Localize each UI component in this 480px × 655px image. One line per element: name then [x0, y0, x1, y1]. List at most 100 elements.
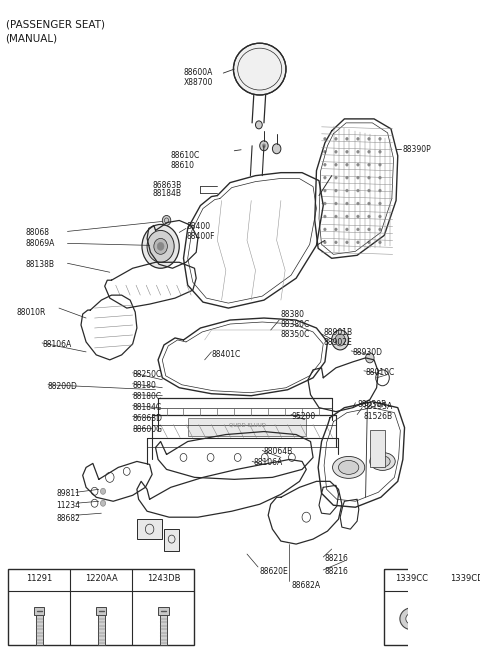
Circle shape [357, 150, 359, 153]
Text: 88069A: 88069A [25, 239, 54, 248]
Text: 88901B: 88901B [323, 328, 352, 337]
Circle shape [335, 241, 337, 244]
Text: 89811: 89811 [57, 489, 80, 498]
Circle shape [346, 228, 348, 231]
Circle shape [324, 241, 326, 244]
Text: 95200: 95200 [291, 411, 315, 421]
Text: 88064B: 88064B [264, 447, 293, 457]
Bar [164, 529, 179, 551]
Circle shape [346, 202, 348, 205]
Circle shape [379, 202, 381, 205]
Circle shape [346, 176, 348, 179]
Circle shape [366, 353, 374, 363]
Text: 88184C: 88184C [132, 403, 162, 412]
Text: 88250C: 88250C [132, 370, 162, 379]
Ellipse shape [233, 43, 286, 95]
Circle shape [324, 228, 326, 231]
Bar [8, 569, 194, 645]
Text: 88180: 88180 [132, 381, 156, 390]
Circle shape [332, 330, 348, 350]
Circle shape [368, 215, 370, 218]
Circle shape [368, 228, 370, 231]
Text: 88610: 88610 [171, 160, 195, 170]
Ellipse shape [370, 453, 395, 470]
Text: (MANUAL): (MANUAL) [6, 33, 58, 43]
Text: 88380: 88380 [281, 310, 305, 319]
Bar [370, 430, 385, 468]
Text: 86863B: 86863B [152, 181, 181, 190]
Ellipse shape [409, 616, 414, 621]
Text: X88700: X88700 [183, 78, 213, 87]
Bar [188, 418, 306, 436]
Circle shape [357, 215, 359, 218]
Text: 88610C: 88610C [171, 151, 200, 160]
Circle shape [379, 189, 381, 192]
Bar [96, 607, 107, 615]
Text: 88400F: 88400F [186, 233, 215, 242]
Circle shape [357, 163, 359, 166]
Circle shape [335, 163, 337, 166]
Ellipse shape [464, 616, 469, 621]
Circle shape [324, 163, 326, 166]
Text: 88401C: 88401C [211, 350, 240, 359]
Circle shape [335, 189, 337, 192]
Text: 1243DB: 1243DB [147, 574, 180, 583]
Text: 88106A: 88106A [42, 340, 72, 349]
Circle shape [335, 202, 337, 205]
Bar [36, 613, 43, 645]
Ellipse shape [461, 613, 473, 624]
Circle shape [346, 189, 348, 192]
Circle shape [324, 215, 326, 218]
Bar [137, 519, 162, 539]
Text: 88010C: 88010C [366, 368, 395, 377]
Text: 1339CD: 1339CD [450, 574, 480, 583]
Circle shape [346, 163, 348, 166]
Circle shape [357, 189, 359, 192]
Text: 88682A: 88682A [291, 581, 320, 590]
Bar [158, 607, 168, 615]
Circle shape [368, 163, 370, 166]
Circle shape [100, 500, 106, 506]
Text: 88010R: 88010R [17, 308, 46, 317]
Text: 88200D: 88200D [48, 382, 78, 391]
Circle shape [379, 176, 381, 179]
Circle shape [262, 144, 265, 148]
Text: QUDD SLUUD: QUDD SLUUD [228, 422, 265, 428]
Ellipse shape [400, 608, 424, 629]
Bar [160, 613, 167, 645]
Circle shape [335, 176, 337, 179]
Circle shape [368, 138, 370, 140]
Circle shape [368, 150, 370, 153]
Circle shape [324, 189, 326, 192]
Circle shape [255, 121, 262, 129]
Circle shape [357, 228, 359, 231]
Circle shape [357, 176, 359, 179]
Text: 86863D: 86863D [132, 414, 163, 422]
Text: 88030R: 88030R [357, 400, 386, 409]
Circle shape [335, 334, 345, 346]
Circle shape [379, 150, 381, 153]
Ellipse shape [406, 613, 418, 624]
Text: 88106A: 88106A [254, 458, 283, 468]
Bar [98, 613, 105, 645]
Text: (PASSENGER SEAT): (PASSENGER SEAT) [6, 19, 105, 29]
Ellipse shape [375, 456, 390, 467]
Text: 88216: 88216 [325, 554, 349, 563]
Circle shape [154, 238, 168, 254]
Text: 88068: 88068 [25, 229, 49, 237]
Text: 81526B: 81526B [364, 411, 393, 421]
Circle shape [157, 242, 164, 250]
Text: 88400: 88400 [186, 223, 210, 231]
Text: 1220AA: 1220AA [85, 574, 118, 583]
Circle shape [335, 228, 337, 231]
Circle shape [357, 138, 359, 140]
Circle shape [260, 141, 268, 151]
Circle shape [346, 215, 348, 218]
Text: 88180C: 88180C [132, 392, 162, 401]
Circle shape [368, 189, 370, 192]
Circle shape [273, 144, 281, 154]
Circle shape [324, 138, 326, 140]
Circle shape [357, 241, 359, 244]
Text: 1339CC: 1339CC [395, 574, 428, 583]
Circle shape [324, 176, 326, 179]
